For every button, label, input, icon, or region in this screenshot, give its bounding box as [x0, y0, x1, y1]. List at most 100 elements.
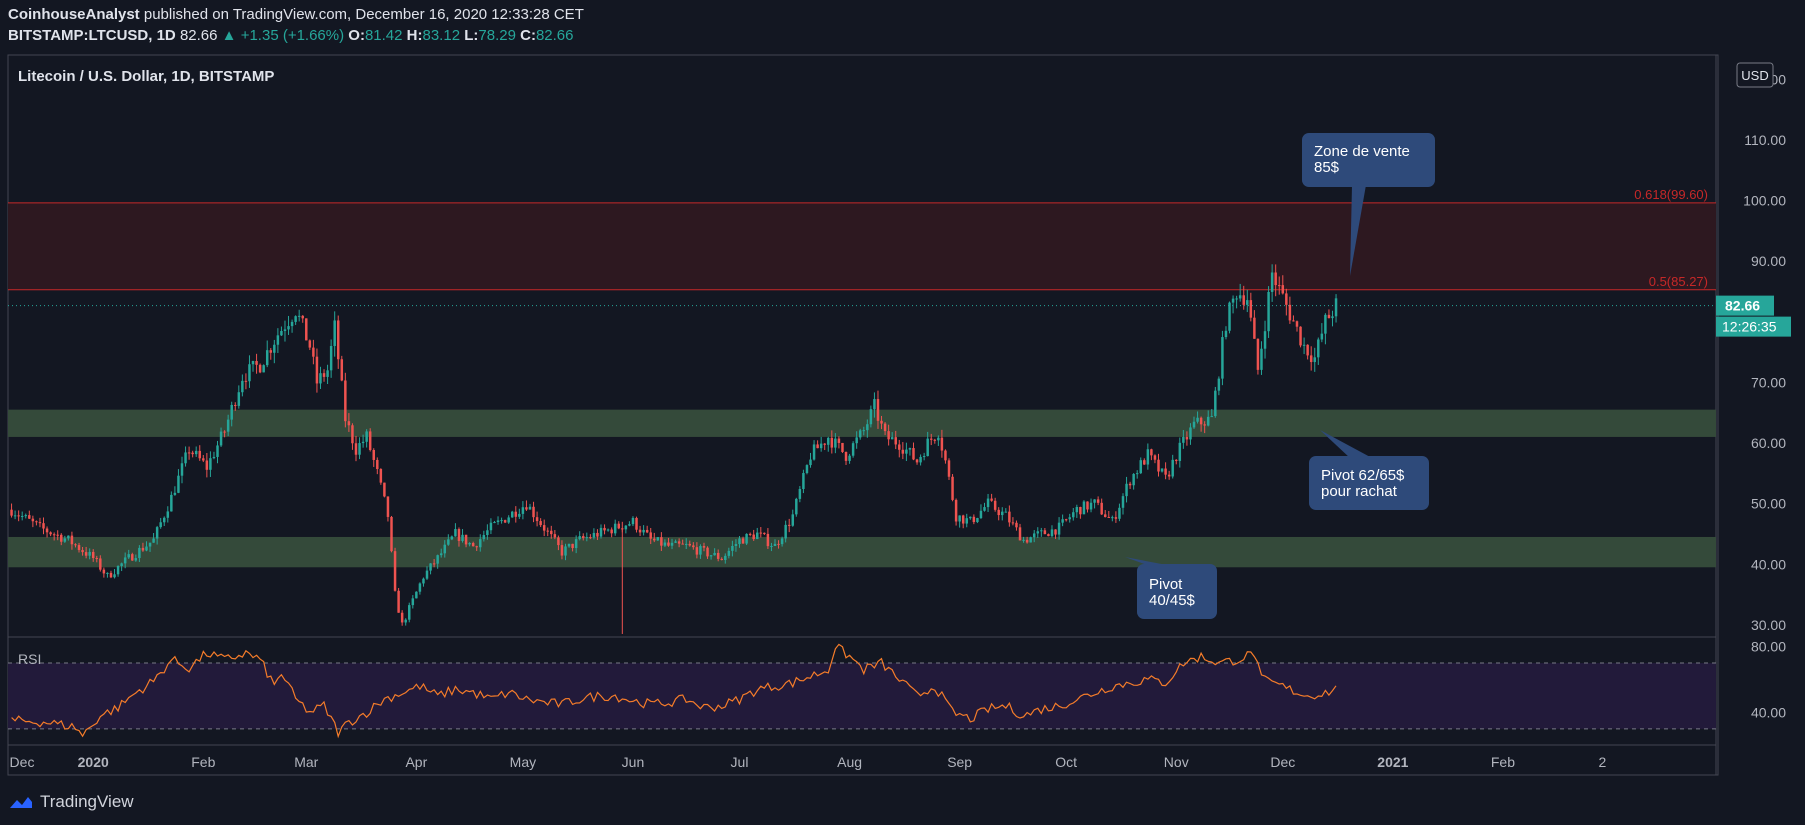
- candle-body: [230, 404, 233, 420]
- candle-body: [45, 528, 49, 533]
- candle-body: [542, 525, 546, 531]
- currency-badge[interactable]: [1736, 62, 1774, 88]
- candle-body: [716, 552, 720, 559]
- candle-body: [425, 570, 429, 579]
- candle-body: [1082, 501, 1086, 515]
- rsi-layer: 80.00 40.00: [8, 639, 1786, 739]
- candle-body: [262, 365, 265, 373]
- candle-body: [1192, 421, 1196, 428]
- price-tick-label: 100.00: [1743, 193, 1786, 209]
- candle-body: [141, 547, 145, 551]
- candle-body: [305, 318, 308, 341]
- candle-body: [1203, 424, 1206, 426]
- candle-body: [1270, 272, 1274, 292]
- candle-body: [699, 546, 702, 555]
- candle-body: [134, 558, 138, 561]
- time-axis[interactable]: Dec 2020 Feb Mar Apr May Jun Jul Aug Sep Oct Nov Dec…: [10, 754, 1607, 770]
- candle-body: [763, 532, 766, 534]
- candle-body: [432, 563, 436, 565]
- candle-body: [102, 569, 106, 574]
- candle-body: [944, 450, 947, 461]
- candle-body: [52, 534, 56, 536]
- time-tick-label: May: [510, 754, 536, 770]
- candle-body: [642, 529, 645, 533]
- candle-body: [1157, 459, 1160, 472]
- rsi-label: RSI: [18, 651, 41, 667]
- time-tick-label: 2: [1598, 754, 1606, 770]
- zone-pivot-62-65: [8, 409, 1716, 437]
- candle-body: [1054, 529, 1057, 535]
- candle-body: [738, 538, 741, 545]
- candle-body: [1235, 298, 1238, 300]
- callout-pivot-40[interactable]: Pivot 40/45$: [1125, 557, 1217, 619]
- candle-body: [255, 361, 258, 365]
- candle-body: [28, 515, 31, 519]
- candle-body: [457, 529, 461, 541]
- candle-body: [326, 370, 329, 377]
- candle-body: [702, 546, 706, 548]
- candle-body: [1118, 507, 1121, 519]
- candle-body: [347, 421, 351, 426]
- candle-body: [1150, 449, 1153, 456]
- candle-body: [1114, 517, 1118, 519]
- callout-pivot-62[interactable]: Pivot 62/65$ pour rachat: [1309, 430, 1429, 510]
- candle-body: [294, 316, 297, 322]
- candle-body: [447, 539, 450, 545]
- candle-body: [1135, 473, 1139, 475]
- time-tick-label: Sep: [947, 754, 972, 770]
- candle-body: [628, 524, 631, 526]
- candle-body: [244, 380, 248, 382]
- candle-body: [131, 554, 134, 561]
- candle-body: [741, 538, 745, 544]
- candle-body: [557, 537, 560, 546]
- candle-body: [589, 537, 592, 539]
- candle-body: [1189, 427, 1192, 440]
- candle-body: [400, 612, 404, 623]
- callout-sell-zone[interactable]: Zone de vente 85$: [1302, 133, 1435, 276]
- high-label: H:: [406, 27, 423, 44]
- candle-body: [1309, 355, 1313, 363]
- candle-body: [656, 537, 660, 541]
- candle-body: [159, 522, 162, 528]
- candle-body: [24, 515, 27, 517]
- author-name[interactable]: CoinhouseAnalyst: [8, 6, 140, 23]
- candle-body: [532, 506, 535, 518]
- candle-body: [471, 543, 475, 547]
- zones-layer: [8, 202, 1716, 568]
- candle-body: [1146, 449, 1150, 465]
- candle-body: [539, 521, 542, 526]
- candle-body: [418, 583, 422, 592]
- candle-body: [372, 450, 375, 460]
- price-axis[interactable]: 120.00110.00100.0090.0080.0070.0060.0050…: [1743, 71, 1786, 633]
- candle-body: [10, 509, 13, 516]
- price-tick-label: 40.00: [1751, 556, 1786, 572]
- candle-body: [667, 542, 670, 546]
- candle-body: [1299, 326, 1302, 346]
- candle-body: [439, 553, 443, 556]
- candle-body: [1263, 331, 1267, 349]
- candle-body: [1267, 291, 1270, 332]
- candle-body: [1001, 511, 1004, 516]
- candle-body: [1018, 527, 1022, 541]
- rsi-band: [8, 663, 1716, 729]
- footer-brand[interactable]: TradingView: [8, 790, 134, 814]
- candle-body: [84, 552, 88, 556]
- candle-body: [276, 335, 280, 345]
- candle-body: [336, 320, 340, 360]
- candle-body: [177, 475, 180, 493]
- candle-body: [1313, 357, 1316, 363]
- candle-body: [1064, 519, 1068, 521]
- candle-body: [212, 456, 216, 459]
- candle-body: [205, 460, 209, 470]
- candle-body: [1036, 531, 1040, 534]
- candle-body: [848, 455, 851, 461]
- zone-pivot-40-45: [8, 536, 1716, 568]
- candle-body: [464, 534, 468, 545]
- time-tick-label: Nov: [1164, 754, 1189, 770]
- candle-body: [582, 536, 585, 539]
- candle-body: [1057, 522, 1061, 535]
- candle-body: [486, 530, 489, 536]
- candle-body: [1022, 539, 1025, 541]
- candle-body: [979, 510, 983, 519]
